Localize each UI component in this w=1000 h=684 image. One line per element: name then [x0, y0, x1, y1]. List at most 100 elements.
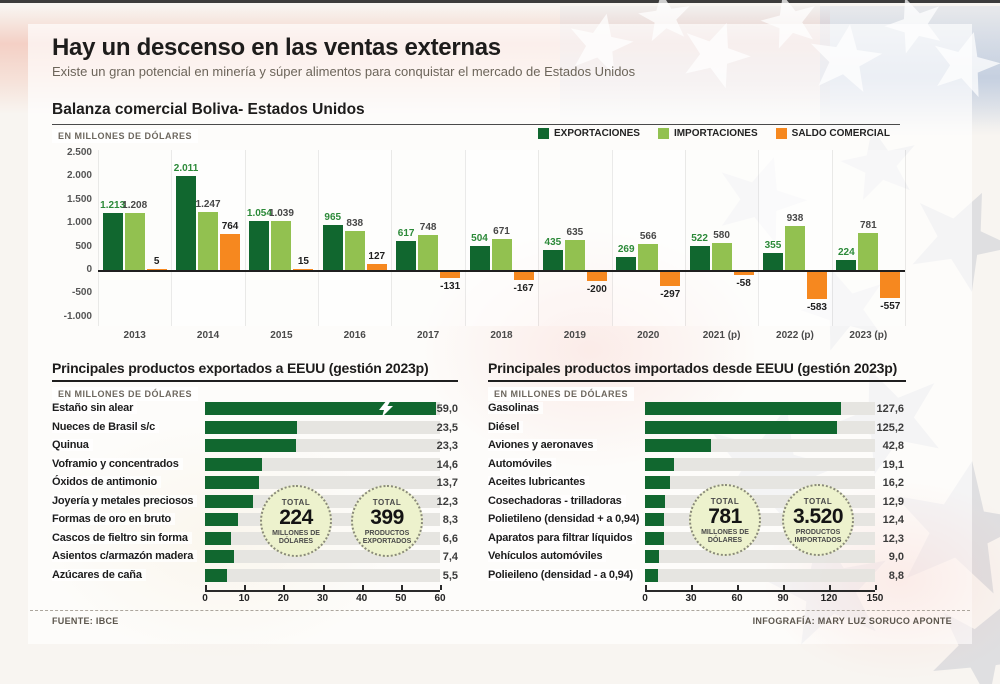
bar-importaciones-2019: [564, 240, 585, 270]
bar-value-label: -131: [440, 281, 461, 293]
x-axis-tick-mark: [875, 585, 877, 590]
x-axis-tick-label: 40: [356, 593, 368, 604]
x-axis-tick-label: 0: [202, 593, 208, 604]
legend-item-exportaciones: EXPORTACIONES: [538, 128, 640, 139]
product-bar: [205, 457, 263, 471]
exports-total-products-badge: TOTAL 399 PRODUCTOS EXPORTADOS: [351, 485, 423, 557]
bar-exportaciones-2023 (p): [836, 259, 857, 270]
bar-value-label: -200: [586, 284, 607, 296]
product-bar: [645, 457, 675, 471]
bar-importaciones-2022 (p): [784, 226, 805, 270]
x-axis-tick-label: 60: [731, 593, 743, 604]
x-axis-tick-mark: [361, 585, 364, 590]
x-axis-year-label: 2017: [417, 330, 440, 341]
bar-exportaciones-2021 (p): [689, 245, 710, 270]
exports-total-value-badge: TOTAL 224 MILLONES DE DÓLARES: [260, 485, 332, 557]
bar-track: [645, 568, 875, 582]
bar-importaciones-2018: [491, 238, 512, 270]
x-axis-tick-label: 120: [820, 593, 838, 604]
legend-item-saldo: SALDO COMERCIAL: [775, 128, 890, 139]
product-label: Cascos de fieltro sin forma: [52, 531, 192, 544]
bar-value-label: 635: [566, 227, 584, 239]
x-axis-tick-mark: [783, 585, 785, 590]
product-bar: [645, 568, 659, 582]
product-label: Vehículos automóviles: [488, 550, 607, 562]
vertical-gridline: [831, 150, 833, 326]
y-axis-tick: 0: [86, 264, 92, 275]
top-rule: [0, 0, 1000, 3]
bar-saldo-comercial-2021 (p): [733, 272, 754, 275]
product-bar: [205, 550, 234, 563]
legend-item-importaciones: IMPORTACIONES: [657, 128, 758, 139]
product-bar: [645, 476, 670, 489]
bar-saldo-comercial-2017: [440, 272, 461, 279]
x-axis-tick-mark: [244, 585, 247, 590]
bar-value-label: 1.208: [122, 200, 148, 212]
zero-axis-line: [98, 270, 905, 272]
product-label: Estaño sin alear: [52, 402, 138, 414]
bar-exportaciones-2022 (p): [762, 253, 783, 270]
product-value: 19,1: [882, 458, 904, 471]
vertical-gridline: [905, 150, 906, 326]
bar-value-label: 671: [493, 225, 510, 237]
x-axis-tick-mark: [440, 585, 442, 590]
product-label: Aceites lubricantes: [488, 476, 590, 488]
product-value: 14,6: [436, 458, 458, 471]
product-label: Óxidos de antimonio: [52, 476, 161, 488]
legend-label-importaciones: IMPORTACIONES: [673, 128, 758, 139]
x-axis-year-label: 2018: [490, 330, 513, 341]
product-label: Azúcares de caña: [52, 568, 146, 581]
bar-value-label: 2.011: [173, 162, 199, 174]
x-axis-tick-mark: [205, 585, 207, 590]
bar-value-label: 5: [153, 256, 160, 267]
bar-exportaciones-2013: [102, 213, 123, 270]
x-axis-tick-label: 30: [685, 593, 697, 604]
x-axis-tick-label: 150: [866, 593, 884, 604]
imports-total-products-badge: TOTAL 3.520 PRODUCTOS IMPORTADOS: [782, 484, 854, 556]
product-label: Aviones y aeronaves: [488, 439, 598, 451]
x-axis-tick-label: 90: [777, 593, 789, 604]
imports-products-section: Principales productos importados desde E…: [488, 360, 906, 610]
x-axis-tick-label: 10: [238, 593, 250, 604]
product-label: Joyería y metales preciosos: [52, 494, 198, 507]
product-bar: [205, 420, 298, 434]
product-value: 127,6: [876, 403, 904, 415]
x-axis-tick-label: 20: [277, 593, 289, 604]
bar-importaciones-2023 (p): [858, 233, 879, 270]
vertical-gridline: [244, 150, 246, 326]
product-label: Diésel: [488, 420, 524, 433]
bar-exportaciones-2020: [616, 257, 637, 270]
product-bar: [645, 439, 711, 452]
bar-value-label: 580: [713, 229, 730, 241]
bar-saldo-comercial-2022 (p): [806, 272, 827, 300]
product-label: Nueces de Brasil s/c: [52, 420, 160, 433]
bar-value-label: -58: [736, 277, 751, 289]
exports-chart-title: Principales productos exportados a EEUU …: [52, 360, 458, 382]
y-axis-tick: 500: [75, 240, 92, 252]
bar-value-label: -583: [806, 302, 827, 314]
bar-value-label: -167: [513, 282, 534, 294]
x-axis-year-label: 2013: [123, 330, 146, 341]
product-value: 9,0: [888, 551, 904, 563]
vertical-gridline: [318, 150, 320, 326]
bar-exportaciones-2014: [176, 175, 197, 270]
product-bar: [205, 476, 259, 489]
bar-exportaciones-2016: [322, 224, 343, 270]
product-label: Asientos c/armazón madera: [52, 550, 198, 562]
y-axis-tick: -1.000: [63, 310, 92, 322]
product-bar: [645, 550, 659, 563]
y-axis-tick: 1.500: [66, 193, 92, 205]
imports-chart-title: Principales productos importados desde E…: [488, 360, 906, 382]
x-axis-year-label: 2014: [196, 330, 220, 341]
legend-label-saldo: SALDO COMERCIAL: [791, 128, 890, 139]
bar-saldo-comercial-2014: [220, 234, 241, 270]
bar-exportaciones-2019: [542, 249, 563, 270]
bar-value-label: 1.039: [268, 208, 294, 220]
bar-importaciones-2017: [418, 234, 439, 270]
product-label: Quinua: [52, 439, 93, 451]
bar-value-label: 764: [221, 221, 239, 233]
bar-value-label: 781: [859, 220, 877, 232]
product-label: Automóviles: [488, 457, 556, 470]
product-label: Aparatos para filtrar líquidos: [488, 531, 637, 544]
